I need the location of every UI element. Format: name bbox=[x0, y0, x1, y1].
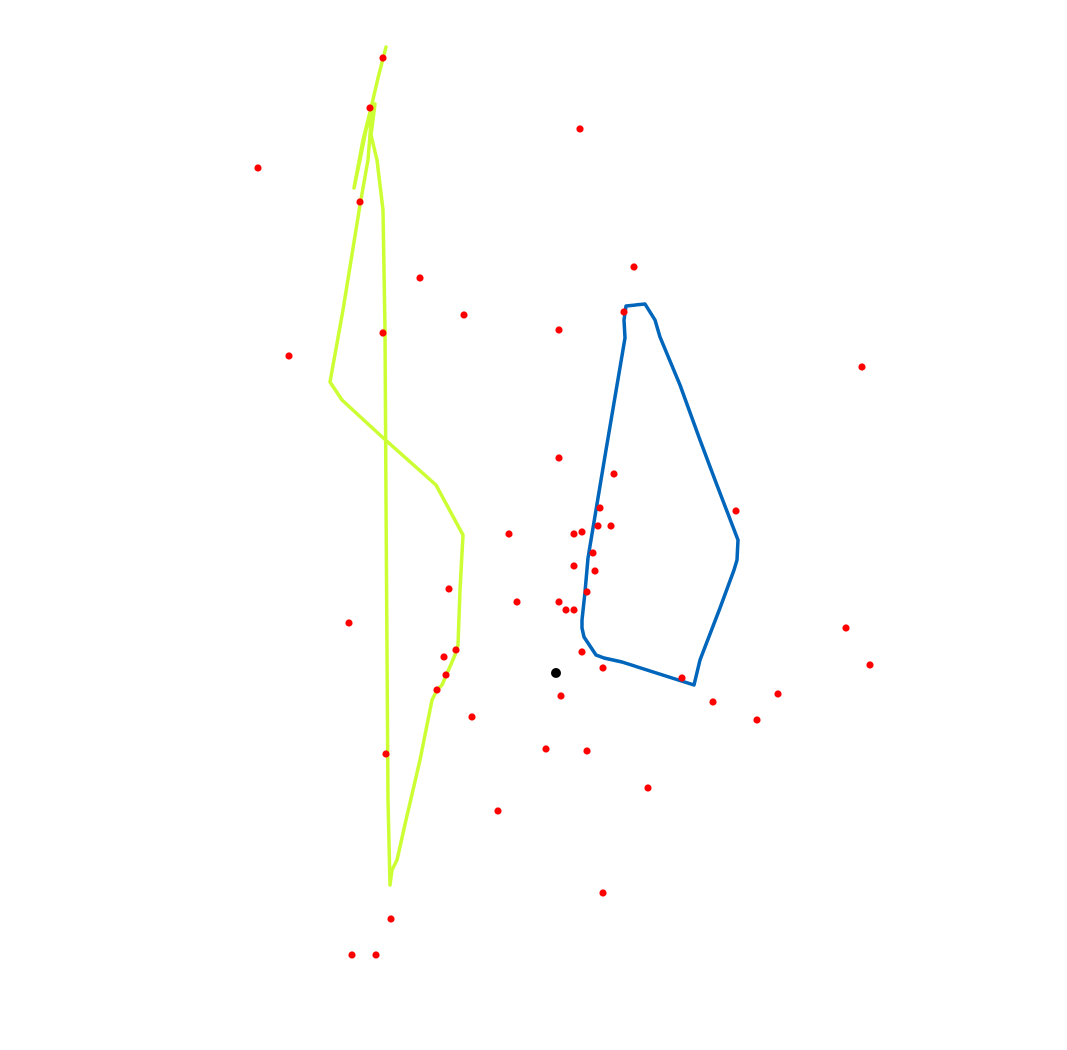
stop-point[interactable] bbox=[596, 504, 604, 512]
stop-point[interactable] bbox=[557, 692, 565, 700]
stop-point[interactable] bbox=[576, 125, 584, 133]
stop-point[interactable] bbox=[578, 648, 586, 656]
stop-point[interactable] bbox=[610, 470, 618, 478]
stop-point[interactable] bbox=[842, 624, 850, 632]
stop-point[interactable] bbox=[555, 326, 563, 334]
stop-point[interactable] bbox=[356, 198, 364, 206]
stop-point[interactable] bbox=[555, 454, 563, 462]
stop-point[interactable] bbox=[599, 664, 607, 672]
stop-point[interactable] bbox=[460, 311, 468, 319]
stop-point[interactable] bbox=[732, 507, 740, 515]
stop-point[interactable] bbox=[858, 363, 866, 371]
stop-point[interactable] bbox=[416, 274, 424, 282]
stop-point[interactable] bbox=[366, 104, 374, 112]
stop-point[interactable] bbox=[591, 567, 599, 575]
stop-point[interactable] bbox=[583, 588, 591, 596]
stop-point[interactable] bbox=[753, 716, 761, 724]
stop-point[interactable] bbox=[774, 690, 782, 698]
stop-point[interactable] bbox=[372, 951, 380, 959]
stop-point[interactable] bbox=[494, 807, 502, 815]
stop-point[interactable] bbox=[599, 889, 607, 897]
stop-point[interactable] bbox=[442, 671, 450, 679]
stops-layer bbox=[254, 54, 874, 959]
stop-point[interactable] bbox=[620, 308, 628, 316]
stop-point[interactable] bbox=[589, 549, 597, 557]
stop-point[interactable] bbox=[505, 530, 513, 538]
stop-point[interactable] bbox=[452, 646, 460, 654]
blue-route-line bbox=[580, 302, 740, 687]
stop-point[interactable] bbox=[382, 750, 390, 758]
origin-point[interactable] bbox=[551, 668, 561, 678]
stop-point[interactable] bbox=[607, 522, 615, 530]
stop-point[interactable] bbox=[594, 522, 602, 530]
stop-point[interactable] bbox=[387, 915, 395, 923]
stop-point[interactable] bbox=[570, 562, 578, 570]
stop-point[interactable] bbox=[678, 674, 686, 682]
stop-point[interactable] bbox=[433, 686, 441, 694]
stop-point[interactable] bbox=[445, 585, 453, 593]
yellow-route-line bbox=[328, 45, 465, 887]
stop-point[interactable] bbox=[440, 653, 448, 661]
stop-point[interactable] bbox=[578, 528, 586, 536]
stop-point[interactable] bbox=[513, 598, 521, 606]
stop-point[interactable] bbox=[379, 54, 387, 62]
stop-point[interactable] bbox=[709, 698, 717, 706]
stop-point[interactable] bbox=[866, 661, 874, 669]
stop-point[interactable] bbox=[468, 713, 476, 721]
stop-point[interactable] bbox=[644, 784, 652, 792]
stop-point[interactable] bbox=[345, 619, 353, 627]
stop-point[interactable] bbox=[379, 329, 387, 337]
stop-point[interactable] bbox=[570, 606, 578, 614]
stop-point[interactable] bbox=[630, 263, 638, 271]
stop-point[interactable] bbox=[254, 164, 262, 172]
stop-point[interactable] bbox=[348, 951, 356, 959]
stop-point[interactable] bbox=[583, 747, 591, 755]
stop-point[interactable] bbox=[555, 598, 563, 606]
stop-point[interactable] bbox=[562, 606, 570, 614]
stop-point[interactable] bbox=[542, 745, 550, 753]
routes-layer bbox=[328, 45, 740, 887]
stop-point[interactable] bbox=[285, 352, 293, 360]
stop-point[interactable] bbox=[570, 530, 578, 538]
